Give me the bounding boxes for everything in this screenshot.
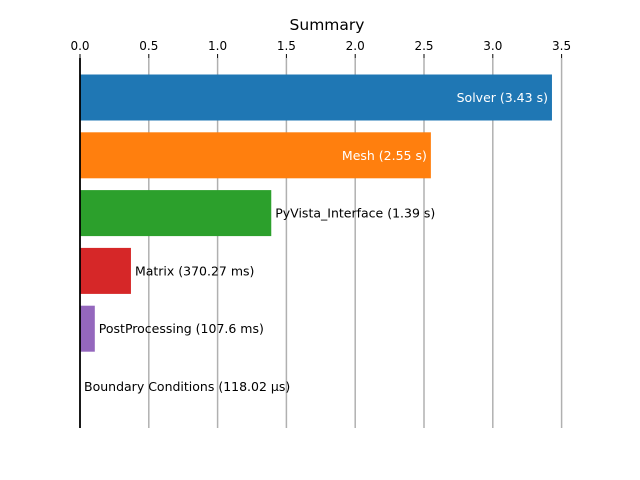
x-tick-label: 1.5 (277, 39, 296, 53)
x-tick-label: 2.0 (346, 39, 365, 53)
bar-solver (80, 74, 552, 121)
bar-labels-group: Solver (3.43 s) Mesh (2.55 s) PyVista_Inte… (84, 90, 548, 394)
bars-group (80, 74, 552, 410)
x-tick-label: 0.0 (70, 39, 89, 53)
chart-title: Summary (290, 16, 365, 34)
x-axis-ticks: 0.0 0.5 1.0 1.5 2.0 2.5 3.0 3.5 (70, 39, 571, 58)
bar-matrix (80, 247, 131, 294)
bar-label: PostProcessing (107.6 ms) (99, 321, 264, 336)
bar-label: Mesh (2.55 s) (342, 148, 427, 163)
bar-label: Matrix (370.27 ms) (135, 263, 254, 278)
x-tick-label: 1.0 (208, 39, 227, 53)
x-tick-label: 0.5 (139, 39, 158, 53)
bar-mesh (80, 132, 431, 179)
x-tick-label: 3.5 (552, 39, 571, 53)
bar-postprocessing (80, 305, 95, 352)
x-tick-label: 3.0 (483, 39, 502, 53)
bar-label: PyVista_Interface (1.39 s) (275, 206, 435, 221)
bar-label: Boundary Conditions (118.02 μs) (84, 379, 290, 394)
bar-label: Solver (3.43 s) (457, 90, 548, 105)
x-tick-label: 2.5 (414, 39, 433, 53)
bar-pyvista-interface (80, 190, 272, 237)
